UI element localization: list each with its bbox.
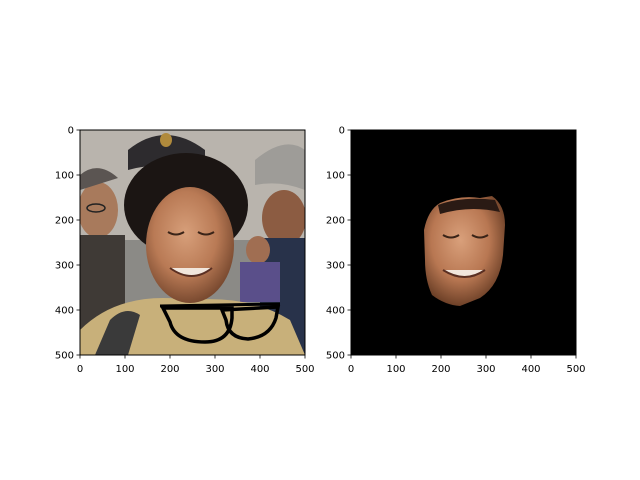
x-tick-label: 200 (160, 364, 179, 375)
left-axes-frame (79, 129, 306, 356)
left-y-ticks: 0 100 200 300 400 500 (55, 126, 80, 362)
y-tick-label: 300 (55, 261, 74, 272)
x-tick-label: 300 (205, 364, 224, 375)
y-tick-label: 0 (68, 126, 74, 137)
y-tick-label: 200 (55, 216, 74, 227)
y-tick-label: 400 (55, 306, 74, 317)
x-tick-label: 200 (431, 364, 450, 375)
right-axes-frame (350, 129, 577, 356)
y-tick-label: 500 (55, 351, 74, 362)
right-x-ticks: 0 100 200 300 400 500 (348, 355, 586, 375)
y-tick-label: 400 (326, 306, 345, 317)
x-tick-label: 100 (386, 364, 405, 375)
x-tick-label: 500 (295, 364, 314, 375)
x-tick-label: 0 (348, 364, 354, 375)
right-y-ticks: 0 100 200 300 400 500 (326, 126, 351, 362)
x-tick-label: 300 (476, 364, 495, 375)
eyeglasses-overlay (159, 302, 281, 344)
x-tick-label: 0 (77, 364, 83, 375)
y-tick-label: 200 (326, 216, 345, 227)
right-image-panel: 0 100 200 300 400 500 0 100 200 300 400 500 (326, 126, 586, 376)
x-tick-label: 100 (115, 364, 134, 375)
y-tick-label: 500 (326, 351, 345, 362)
y-tick-label: 300 (326, 261, 345, 272)
x-tick-label: 500 (566, 364, 585, 375)
x-tick-label: 400 (250, 364, 269, 375)
x-tick-label: 400 (521, 364, 540, 375)
segmented-face (424, 196, 505, 306)
photo-image (80, 130, 305, 355)
left-x-ticks: 0 100 200 300 400 500 (77, 355, 315, 375)
y-tick-label: 100 (326, 171, 345, 182)
y-tick-label: 0 (339, 126, 345, 137)
y-tick-label: 100 (55, 171, 74, 182)
left-image-panel: 0 100 200 300 400 500 0 100 200 300 400 500 (55, 126, 315, 376)
